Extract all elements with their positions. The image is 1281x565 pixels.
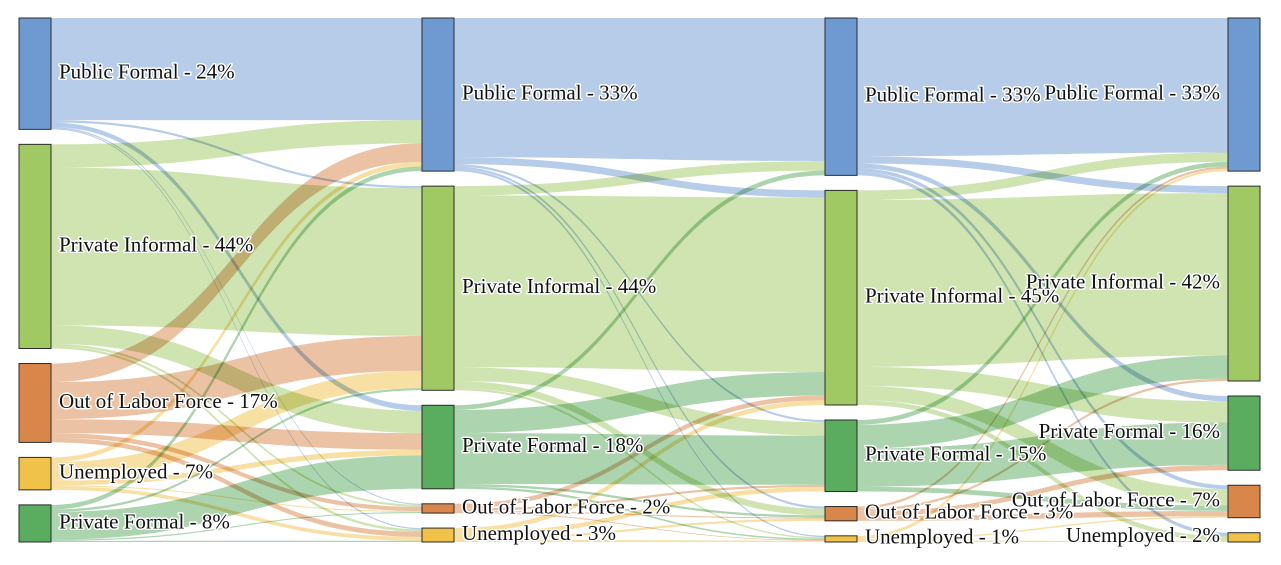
node-label-stage3-public-formal: Public Formal - 33% [865, 83, 1041, 107]
node-label-stage2-public-formal: Public Formal - 33% [462, 80, 638, 104]
labels-layer: Public Formal - 24% Private Informal - 44… [58, 58, 1222, 550]
flow-0-private-formal-to-public-formal [51, 166, 422, 510]
flow-1-public-formal-to-public-formal [454, 18, 825, 162]
node-label-stage1-out-of-labor-force: Out of Labor Force - 17% [59, 389, 278, 413]
flow-0-private-formal-to-private-informal [51, 388, 422, 512]
node-stage1-out-of-labor-force [18, 363, 52, 443]
flow-0-private-formal-to-unemployed [51, 540, 422, 542]
node-stage4-private-formal [1227, 395, 1261, 471]
node-stage2-public-formal [421, 17, 455, 172]
node-stage4-private-informal [1227, 185, 1261, 382]
node-label-stage2-private-informal: Private Informal - 44% [462, 274, 656, 298]
nodes-layer [18, 17, 1261, 543]
node-stage2-private-formal [421, 404, 455, 490]
flow-1-private-informal-to-public-formal [454, 161, 825, 196]
node-stage2-out-of-labor-force [421, 503, 455, 514]
node-label-stage1-private-formal: Private Formal - 8% [59, 509, 230, 533]
flow-0-public-formal-to-public-formal [51, 18, 422, 121]
flow-0-private-formal-to-private-formal [51, 455, 422, 540]
flow-0-unemployed-to-private-formal [51, 449, 422, 486]
node-stage4-public-formal [1227, 17, 1261, 172]
flow-1-unemployed-to-out-of-labor-force [454, 518, 825, 540]
node-label-stage3-unemployed: Unemployed - 1% [865, 525, 1019, 549]
flow-1-out-of-labor-force-to-out-of-labor-force [454, 510, 825, 519]
flow-1-private-formal-to-private-informal [454, 371, 825, 434]
flow-1-out-of-labor-force-to-private-formal [454, 484, 825, 511]
flow-0-out-of-labor-force-to-private-informal [51, 335, 422, 420]
flow-0-private-informal-to-public-formal [51, 120, 422, 168]
flow-1-private-formal-to-public-formal [454, 170, 825, 410]
node-label-stage2-out-of-labor-force: Out of Labor Force - 2% [462, 494, 670, 518]
flow-1-unemployed-to-private-informal [454, 400, 825, 533]
node-label-stage4-out-of-labor-force: Out of Labor Force - 7% [1012, 487, 1220, 511]
flow-2-unemployed-to-unemployed [857, 540, 1228, 542]
flow-2-private-formal-to-public-formal [857, 161, 1228, 425]
flow-2-out-of-labor-force-to-out-of-labor-force [857, 510, 1228, 521]
node-stage4-out-of-labor-force [1227, 484, 1261, 519]
node-stage1-private-formal [18, 504, 52, 543]
flow-2-private-formal-to-private-informal [857, 355, 1228, 449]
flow-2-unemployed-to-public-formal [857, 168, 1228, 539]
node-stage1-unemployed [18, 456, 52, 491]
flow-2-private-formal-to-out-of-labor-force [857, 486, 1228, 511]
node-label-stage4-private-formal: Private Formal - 16% [1039, 419, 1220, 443]
node-stage3-unemployed [824, 535, 858, 543]
node-label-stage1-public-formal: Public Formal - 24% [59, 59, 235, 83]
flow-1-private-formal-to-private-formal [454, 433, 825, 485]
flow-0-unemployed-to-private-informal [51, 370, 422, 481]
flow-2-private-informal-to-private-informal [857, 193, 1228, 367]
node-label-stage4-private-informal: Private Informal - 42% [1026, 269, 1220, 293]
node-stage3-private-formal [824, 419, 858, 493]
node-label-stage3-private-formal: Private Formal - 15% [865, 442, 1046, 466]
node-stage3-out-of-labor-force [824, 506, 858, 522]
flow-2-public-formal-to-public-formal [857, 18, 1228, 157]
flow-1-private-formal-to-out-of-labor-force [454, 484, 825, 518]
node-stage3-private-informal [824, 189, 858, 406]
node-label-stage1-private-informal: Private Informal - 44% [59, 232, 253, 256]
flow-2-out-of-labor-force-to-private-informal [857, 378, 1228, 512]
node-label-stage3-out-of-labor-force: Out of Labor Force - 3% [865, 499, 1073, 523]
node-stage1-private-informal [18, 143, 52, 350]
flow-2-unemployed-to-out-of-labor-force [857, 516, 1228, 541]
node-label-stage1-unemployed: Unemployed - 7% [59, 459, 213, 483]
flow-2-out-of-labor-force-to-private-formal [857, 464, 1228, 517]
flow-1-out-of-labor-force-to-unemployed [454, 511, 825, 541]
flow-1-private-informal-to-private-informal [454, 195, 825, 372]
flow-2-private-informal-to-public-formal [857, 152, 1228, 200]
flow-0-out-of-labor-force-to-public-formal [51, 143, 422, 383]
node-label-stage4-unemployed: Unemployed - 2% [1066, 523, 1220, 547]
node-label-stage3-private-informal: Private Informal - 45% [865, 283, 1059, 307]
flow-2-out-of-labor-force-to-public-formal [857, 166, 1228, 509]
flow-1-unemployed-to-unemployed [454, 539, 825, 542]
node-stage2-private-informal [421, 185, 455, 391]
flow-0-out-of-labor-force-to-out-of-labor-force [51, 433, 422, 512]
flow-0-private-informal-to-private-informal [51, 167, 422, 336]
flow-1-out-of-labor-force-to-private-informal [454, 395, 825, 509]
flow-0-unemployed-to-public-formal [51, 161, 422, 463]
flows-layer [51, 18, 1228, 542]
node-stage1-public-formal [18, 17, 52, 130]
node-label-stage2-unemployed: Unemployed - 3% [462, 521, 616, 545]
node-stage4-unemployed [1227, 532, 1261, 543]
node-stage2-unemployed [421, 527, 455, 543]
node-label-stage2-private-formal: Private Formal - 18% [462, 433, 643, 457]
flow-0-private-formal-to-out-of-labor-force [51, 512, 422, 541]
node-stage3-public-formal [824, 17, 858, 176]
flow-1-unemployed-to-private-formal [454, 487, 825, 538]
node-label-stage4-public-formal: Public Formal - 33% [1044, 80, 1220, 104]
